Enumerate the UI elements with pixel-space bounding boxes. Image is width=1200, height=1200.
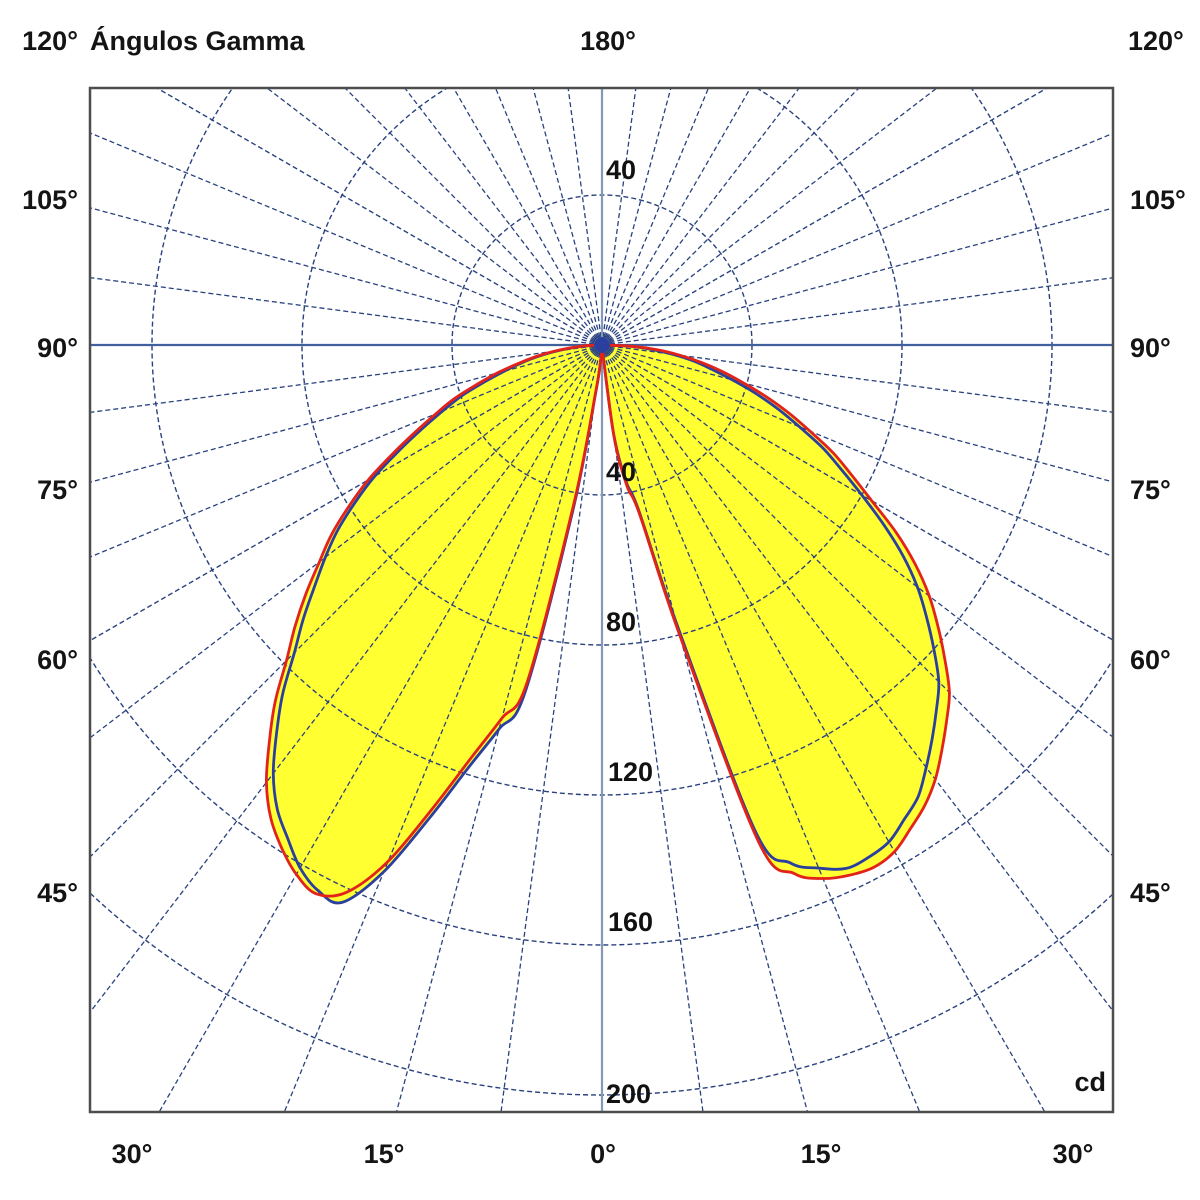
gamma-label-90-left: 90°: [37, 333, 78, 363]
radial-tick-80: 80: [606, 607, 637, 637]
gamma-label-105-left: 105°: [22, 185, 78, 215]
radial-tick-40: 40: [606, 457, 637, 487]
gamma-label-105-right: 105°: [1130, 185, 1186, 215]
gamma-label-30-bottom-left: 30°: [111, 1139, 153, 1169]
gamma-label-60-right: 60°: [1130, 645, 1171, 675]
gamma-label-45-right: 45°: [1130, 878, 1171, 908]
gamma-label-75-left: 75°: [37, 475, 78, 505]
intensity-unit-label: cd: [1074, 1067, 1106, 1097]
gamma-label-45-left: 45°: [37, 878, 78, 908]
radial-tick-120: 120: [608, 757, 654, 787]
radial-tick-200: 200: [606, 1079, 652, 1109]
gamma-label-120-top-right: 120°: [1128, 26, 1184, 56]
radial-tick-40-upper: 40: [606, 155, 637, 185]
gamma-label-90-right: 90°: [1130, 333, 1171, 363]
gamma-label-60-left: 60°: [37, 645, 78, 675]
gamma-label-180-top: 180°: [580, 26, 636, 56]
chart-title: Ángulos Gamma: [90, 26, 305, 56]
gamma-label-0-bottom: 0°: [590, 1139, 616, 1169]
gamma-label-15-bottom-left: 15°: [363, 1139, 405, 1169]
gamma-label-30-bottom-right: 30°: [1052, 1139, 1094, 1169]
radial-tick-160: 160: [608, 907, 654, 937]
gamma-label-75-right: 75°: [1130, 475, 1171, 505]
gamma-label-120-top-left: 120°: [22, 26, 78, 56]
gamma-label-15-bottom-right: 15°: [800, 1139, 842, 1169]
